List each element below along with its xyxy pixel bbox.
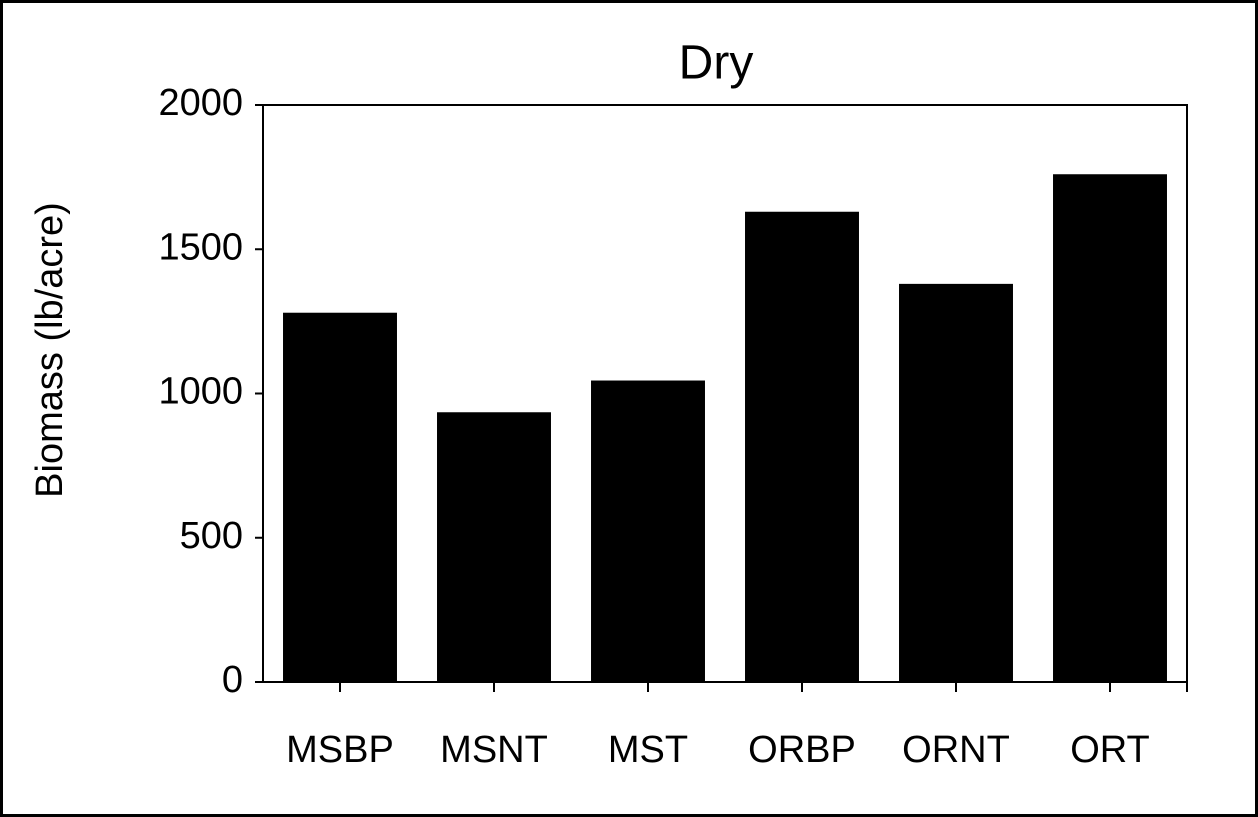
x-tick-label: MSNT xyxy=(440,729,548,771)
x-tick-label: MSBP xyxy=(286,729,394,771)
bar xyxy=(1053,174,1167,683)
y-axis-label: Biomass (lb/acre) xyxy=(29,202,71,498)
y-tick-label: 1000 xyxy=(158,371,243,413)
x-tick-label: ORT xyxy=(1070,729,1150,771)
y-tick-label: 0 xyxy=(222,659,243,701)
bar xyxy=(899,283,1013,682)
bar xyxy=(437,412,551,682)
bar xyxy=(283,312,397,682)
bar xyxy=(745,211,859,682)
y-tick-label: 2000 xyxy=(158,82,243,124)
x-tick-label: ORNT xyxy=(902,729,1010,771)
bar xyxy=(591,380,705,682)
x-tick-label: ORBP xyxy=(748,729,856,771)
chart-title: Dry xyxy=(679,37,754,90)
x-tick-label: MST xyxy=(608,729,688,771)
y-tick-label: 1500 xyxy=(158,226,243,268)
y-tick-label: 500 xyxy=(180,515,243,557)
